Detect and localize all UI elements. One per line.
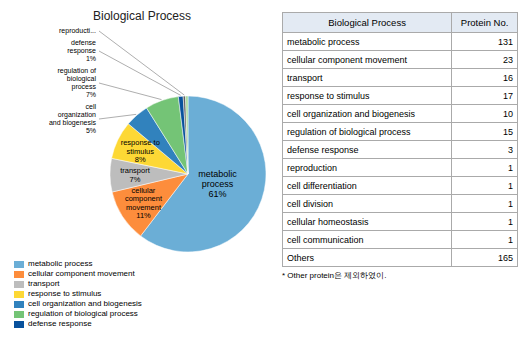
html-text:Biological Process: Biological Process xyxy=(328,17,406,28)
html-text:transport: transport xyxy=(28,279,60,288)
svg-text:regulation ofbiologicalprocess: regulation ofbiologicalprocess7% xyxy=(57,67,96,98)
svg-text:response tostimulus8%: response tostimulus8% xyxy=(121,138,160,164)
html-text:response to stimulus: response to stimulus xyxy=(287,90,370,101)
html-text:response to stimulus: response to stimulus xyxy=(28,289,102,298)
html-text:1: 1 xyxy=(508,198,513,209)
html-text:1: 1 xyxy=(508,162,513,173)
html-text:131: 131 xyxy=(498,36,513,47)
html-text:1: 1 xyxy=(508,180,513,191)
html-text:* Other protein은 제외하였이.: * Other protein은 제외하였이. xyxy=(282,271,387,280)
html-text:metabolic process: metabolic process xyxy=(287,36,360,47)
html-text:cell organization and biogenes: cell organization and biogenesis xyxy=(28,299,142,308)
html-text:regulation of biological proce: regulation of biological process xyxy=(287,126,411,137)
svg-text:metabolicprocess61%: metabolicprocess61% xyxy=(198,169,237,199)
html-text:15: 15 xyxy=(503,126,513,137)
html-text:metabolic process: metabolic process xyxy=(28,259,93,268)
html-text:Protein No.: Protein No. xyxy=(460,17,509,28)
html-text:Biological Process: Biological Process xyxy=(93,9,191,23)
svg-text:cellularcomponentmovement11%: cellularcomponentmovement11% xyxy=(125,186,163,221)
html-text:1: 1 xyxy=(508,234,513,245)
html-text:cell organization and biogenes: cell organization and biogenesis xyxy=(287,108,416,119)
svg-text:reproducti...: reproducti... xyxy=(59,27,96,35)
html-text:165: 165 xyxy=(498,252,513,263)
html-text:16: 16 xyxy=(503,72,513,83)
html-text:cell differentiation: cell differentiation xyxy=(287,180,357,191)
svg-text:cellorganizationand biogenesis: cellorganizationand biogenesis5% xyxy=(49,103,97,134)
svg-text:defenseresponse1%: defenseresponse1% xyxy=(67,39,96,62)
html-text:reproduction: reproduction xyxy=(287,162,337,173)
html-text:3: 3 xyxy=(508,144,513,155)
html-text:1: 1 xyxy=(508,216,513,227)
html-text:transport: transport xyxy=(287,72,323,83)
html-text:cell communication: cell communication xyxy=(287,234,364,245)
html-text:Others: Others xyxy=(287,252,314,263)
html-text:defense response: defense response xyxy=(287,144,359,155)
html-text:defense response: defense response xyxy=(28,319,92,328)
html-text:23: 23 xyxy=(503,54,513,65)
html-text:10: 10 xyxy=(503,108,513,119)
html-text:cell division: cell division xyxy=(287,198,333,209)
html-text:17: 17 xyxy=(503,90,513,101)
svg-text:transport7%: transport7% xyxy=(120,166,151,184)
html-text:regulation of biological proce: regulation of biological process xyxy=(28,309,138,318)
html-text:cellular homeostasis: cellular homeostasis xyxy=(287,216,369,227)
html-text:cellular component movement: cellular component movement xyxy=(28,269,135,278)
html-text:cellular component movement: cellular component movement xyxy=(287,54,408,65)
